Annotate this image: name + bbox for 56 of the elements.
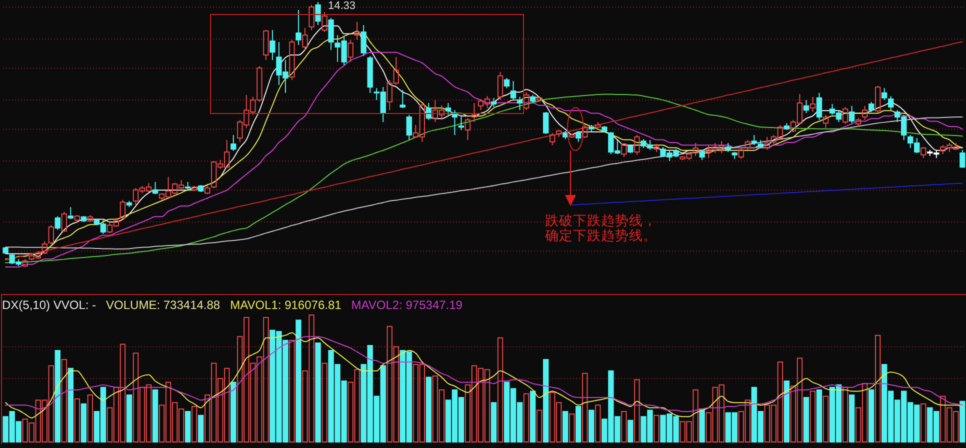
bar	[523, 393, 530, 442]
bar	[822, 396, 829, 442]
bar	[74, 398, 80, 442]
bar	[868, 389, 874, 442]
bar	[322, 362, 328, 442]
bar	[530, 390, 536, 442]
bar	[816, 389, 822, 442]
bar	[289, 340, 295, 442]
candlestick	[471, 102, 478, 123]
bar	[152, 389, 158, 442]
bar	[426, 376, 432, 442]
bar	[803, 397, 810, 442]
bar	[588, 410, 594, 442]
annotation: 14.33	[328, 0, 356, 12]
bar	[315, 342, 321, 442]
bar	[80, 403, 87, 442]
bar	[198, 414, 204, 442]
bar	[848, 394, 855, 442]
bar	[595, 404, 601, 442]
bar	[87, 394, 94, 442]
bar	[296, 320, 302, 442]
candlestick	[270, 30, 276, 61]
bar	[582, 372, 588, 442]
bar	[960, 400, 966, 442]
bar	[576, 406, 582, 442]
text: MAVOL1: 916076.81	[230, 298, 342, 312]
bar	[569, 414, 575, 442]
bar	[842, 386, 848, 442]
bar	[184, 411, 191, 442]
bar	[810, 390, 816, 442]
bar	[784, 380, 790, 442]
bar	[874, 334, 881, 442]
bar	[562, 411, 568, 442]
bar	[191, 406, 198, 442]
chart-title: DX(5,10) VVOL: -	[2, 298, 96, 312]
annotation: 确定下跌趋势线。	[545, 228, 657, 244]
bar	[628, 420, 634, 442]
bar	[621, 411, 627, 442]
bar	[920, 403, 926, 442]
bar	[61, 358, 67, 442]
annotation: 跌破下跌趋势线，	[545, 213, 657, 229]
bar	[542, 358, 549, 442]
bar	[490, 402, 497, 442]
bar	[634, 379, 640, 442]
bar	[54, 350, 60, 442]
bar	[654, 414, 660, 442]
bar	[497, 337, 504, 442]
candlestick	[296, 9, 302, 46]
text: VOLUME: 733414.88	[106, 298, 220, 312]
text: MAVOL2: 975347.19	[351, 298, 462, 312]
bar	[230, 382, 236, 442]
bar	[536, 410, 542, 442]
bar	[68, 368, 74, 442]
candlestick	[354, 21, 360, 40]
bar	[699, 408, 705, 442]
bar	[126, 394, 132, 442]
